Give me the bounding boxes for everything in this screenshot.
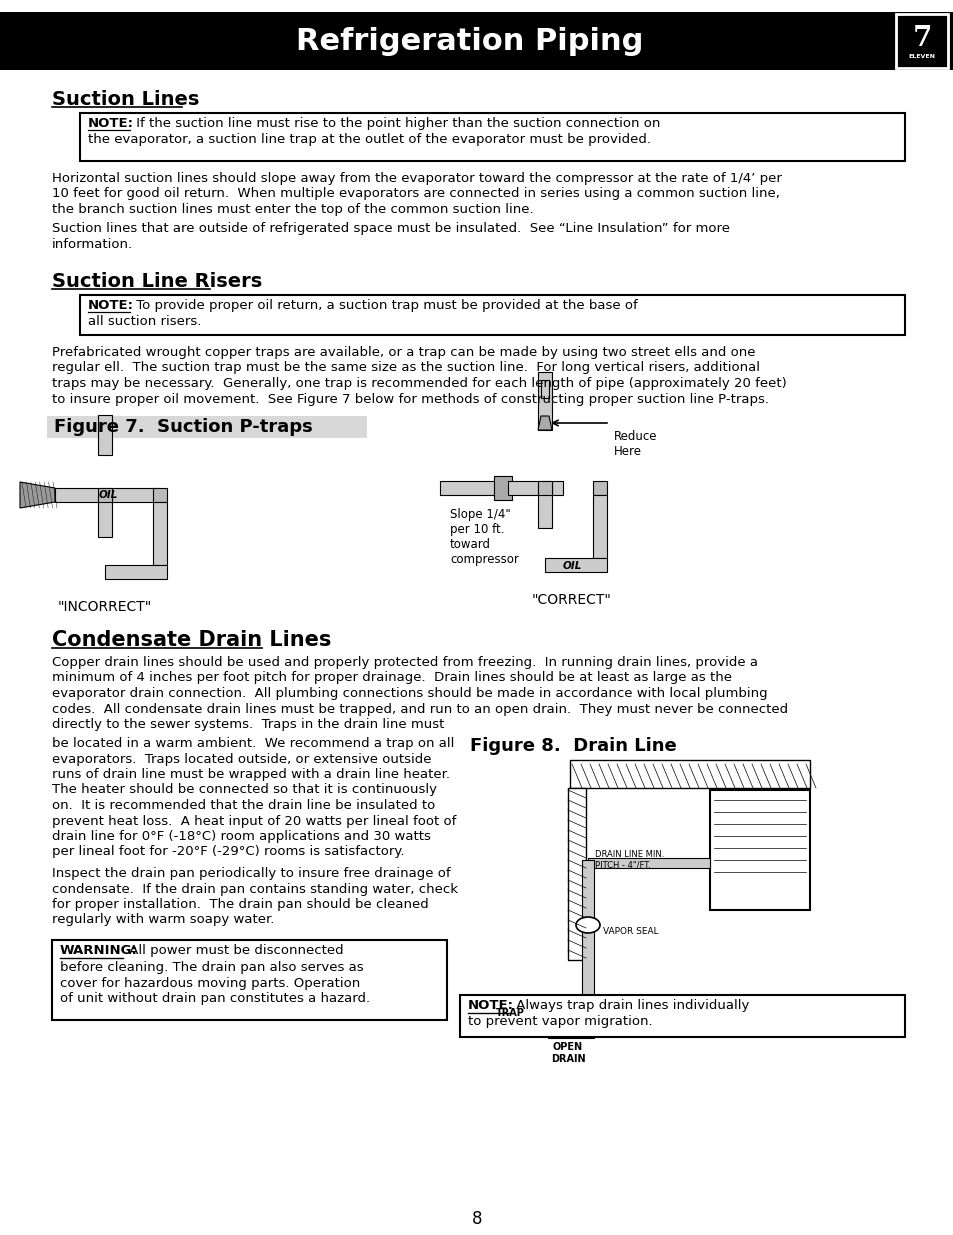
Text: Suction lines that are outside of refrigerated space must be insulated.  See “Li: Suction lines that are outside of refrig… bbox=[52, 222, 729, 235]
Bar bbox=[587, 858, 709, 868]
Polygon shape bbox=[537, 416, 552, 430]
Text: be located in a warm ambient.  We recommend a trap on all: be located in a warm ambient. We recomme… bbox=[52, 737, 454, 750]
Bar bbox=[895, 14, 947, 68]
Text: 8: 8 bbox=[471, 1210, 482, 1228]
Bar bbox=[537, 372, 552, 430]
Text: Inspect the drain pan periodically to insure free drainage of: Inspect the drain pan periodically to in… bbox=[52, 867, 450, 881]
Bar bbox=[47, 416, 367, 438]
Text: OPEN
DRAIN: OPEN DRAIN bbox=[550, 1042, 585, 1063]
Text: Reduce
Here: Reduce Here bbox=[614, 430, 657, 458]
Bar bbox=[569, 760, 809, 788]
Text: Horizontal suction lines should slope away from the evaporator toward the compre: Horizontal suction lines should slope aw… bbox=[52, 172, 781, 185]
Bar bbox=[550, 1000, 596, 1010]
Bar bbox=[540, 380, 548, 398]
Text: All power must be disconnected: All power must be disconnected bbox=[125, 944, 343, 957]
Text: DRAIN LINE MIN.
PITCH - 4"/FT.: DRAIN LINE MIN. PITCH - 4"/FT. bbox=[595, 850, 663, 869]
Bar bbox=[55, 488, 160, 501]
Text: Always trap drain lines individually: Always trap drain lines individually bbox=[512, 999, 749, 1011]
Ellipse shape bbox=[576, 918, 599, 932]
Text: on.  It is recommended that the drain line be insulated to: on. It is recommended that the drain lin… bbox=[52, 799, 435, 811]
Text: to insure proper oil movement.  See Figure 7 below for methods of constructing p: to insure proper oil movement. See Figur… bbox=[52, 393, 768, 405]
Bar bbox=[537, 484, 552, 529]
Text: Condensate Drain Lines: Condensate Drain Lines bbox=[52, 630, 331, 650]
Text: ELEVEN: ELEVEN bbox=[907, 54, 935, 59]
Text: information.: information. bbox=[52, 237, 133, 251]
Bar bbox=[152, 501, 167, 564]
Text: 10 feet for good oil return.  When multiple evaporators are connected in series : 10 feet for good oil return. When multip… bbox=[52, 188, 779, 200]
Text: Figure 7.  Suction P-traps: Figure 7. Suction P-traps bbox=[54, 417, 313, 436]
Text: Suction Line Risers: Suction Line Risers bbox=[52, 272, 262, 291]
Bar bbox=[581, 860, 594, 995]
Text: of unit without drain pan constitutes a hazard.: of unit without drain pan constitutes a … bbox=[60, 992, 370, 1005]
Text: If the suction line must rise to the point higher than the suction connection on: If the suction line must rise to the poi… bbox=[132, 117, 659, 130]
Bar bbox=[709, 790, 809, 910]
Bar bbox=[459, 995, 904, 1037]
Text: "INCORRECT": "INCORRECT" bbox=[58, 600, 152, 614]
Bar bbox=[439, 480, 497, 495]
Bar bbox=[537, 480, 552, 495]
Bar bbox=[80, 295, 904, 335]
Text: the branch suction lines must enter the top of the common suction line.: the branch suction lines must enter the … bbox=[52, 203, 533, 216]
Bar bbox=[547, 1010, 559, 1028]
Text: 7: 7 bbox=[911, 25, 931, 52]
Text: per lineal foot for -20°F (-29°C) rooms is satisfactory.: per lineal foot for -20°F (-29°C) rooms … bbox=[52, 846, 404, 858]
Text: to prevent vapor migration.: to prevent vapor migration. bbox=[468, 1015, 652, 1028]
Text: evaporator drain connection.  All plumbing connections should be made in accorda: evaporator drain connection. All plumbin… bbox=[52, 687, 767, 700]
Text: Copper drain lines should be used and properly protected from freezing.  In runn: Copper drain lines should be used and pr… bbox=[52, 656, 758, 669]
Text: drain line for 0°F (-18°C) room applications and 30 watts: drain line for 0°F (-18°C) room applicat… bbox=[52, 830, 431, 844]
Bar bbox=[0, 12, 953, 70]
Text: "CORRECT": "CORRECT" bbox=[532, 593, 611, 606]
Text: NOTE:: NOTE: bbox=[468, 999, 514, 1011]
Text: WARNING:: WARNING: bbox=[60, 944, 138, 957]
Text: codes.  All condensate drain lines must be trapped, and run to an open drain.  T: codes. All condensate drain lines must b… bbox=[52, 703, 787, 715]
Text: The heater should be connected so that it is continuously: The heater should be connected so that i… bbox=[52, 783, 436, 797]
Text: condensate.  If the drain pan contains standing water, check: condensate. If the drain pan contains st… bbox=[52, 883, 457, 895]
Bar bbox=[152, 488, 167, 501]
Text: the evaporator, a suction line trap at the outlet of the evaporator must be prov: the evaporator, a suction line trap at t… bbox=[88, 133, 650, 146]
Text: OIL: OIL bbox=[561, 561, 581, 571]
Text: all suction risers.: all suction risers. bbox=[88, 315, 201, 329]
Text: runs of drain line must be wrapped with a drain line heater.: runs of drain line must be wrapped with … bbox=[52, 768, 450, 781]
Text: regular ell.  The suction trap must be the same size as the suction line.  For l: regular ell. The suction trap must be th… bbox=[52, 362, 760, 374]
Text: regularly with warm soapy water.: regularly with warm soapy water. bbox=[52, 914, 274, 926]
Text: NOTE:: NOTE: bbox=[88, 117, 133, 130]
Bar bbox=[593, 495, 606, 558]
Bar bbox=[544, 558, 606, 572]
Bar bbox=[80, 112, 904, 161]
Text: Figure 8.  Drain Line: Figure 8. Drain Line bbox=[470, 737, 676, 755]
Bar bbox=[105, 564, 167, 579]
Text: OIL: OIL bbox=[98, 490, 117, 500]
Bar bbox=[593, 480, 606, 495]
Bar bbox=[494, 475, 512, 500]
Text: NOTE:: NOTE: bbox=[88, 299, 133, 312]
Text: To provide proper oil return, a suction trap must be provided at the base of: To provide proper oil return, a suction … bbox=[132, 299, 638, 312]
Bar bbox=[52, 940, 447, 1020]
Bar bbox=[98, 488, 112, 501]
Text: Refrigeration Piping: Refrigeration Piping bbox=[296, 27, 643, 57]
Text: prevent heat loss.  A heat input of 20 watts per lineal foot of: prevent heat loss. A heat input of 20 wa… bbox=[52, 815, 456, 827]
Text: cover for hazardous moving parts. Operation: cover for hazardous moving parts. Operat… bbox=[60, 977, 360, 989]
Text: Slope 1/4"
per 10 ft.
toward
compressor: Slope 1/4" per 10 ft. toward compressor bbox=[450, 508, 518, 566]
Polygon shape bbox=[20, 482, 55, 508]
Text: evaporators.  Traps located outside, or extensive outside: evaporators. Traps located outside, or e… bbox=[52, 752, 431, 766]
Text: Prefabricated wrought copper traps are available, or a trap can be made by using: Prefabricated wrought copper traps are a… bbox=[52, 346, 755, 359]
Text: directly to the sewer systems.  Traps in the drain line must: directly to the sewer systems. Traps in … bbox=[52, 718, 444, 731]
Text: for proper installation.  The drain pan should be cleaned: for proper installation. The drain pan s… bbox=[52, 898, 428, 911]
Bar bbox=[581, 1010, 594, 1028]
Bar bbox=[547, 1028, 594, 1037]
Bar bbox=[98, 495, 112, 537]
Text: Suction Lines: Suction Lines bbox=[52, 90, 199, 109]
Bar bbox=[567, 788, 585, 960]
Text: TRAP: TRAP bbox=[496, 1008, 524, 1018]
Text: before cleaning. The drain pan also serves as: before cleaning. The drain pan also serv… bbox=[60, 961, 363, 974]
Text: traps may be necessary.  Generally, one trap is recommended for each length of p: traps may be necessary. Generally, one t… bbox=[52, 377, 786, 390]
Text: minimum of 4 inches per foot pitch for proper drainage.  Drain lines should be a: minimum of 4 inches per foot pitch for p… bbox=[52, 672, 731, 684]
Bar bbox=[98, 415, 112, 454]
Bar bbox=[507, 480, 562, 495]
Text: VAPOR SEAL: VAPOR SEAL bbox=[602, 927, 658, 936]
